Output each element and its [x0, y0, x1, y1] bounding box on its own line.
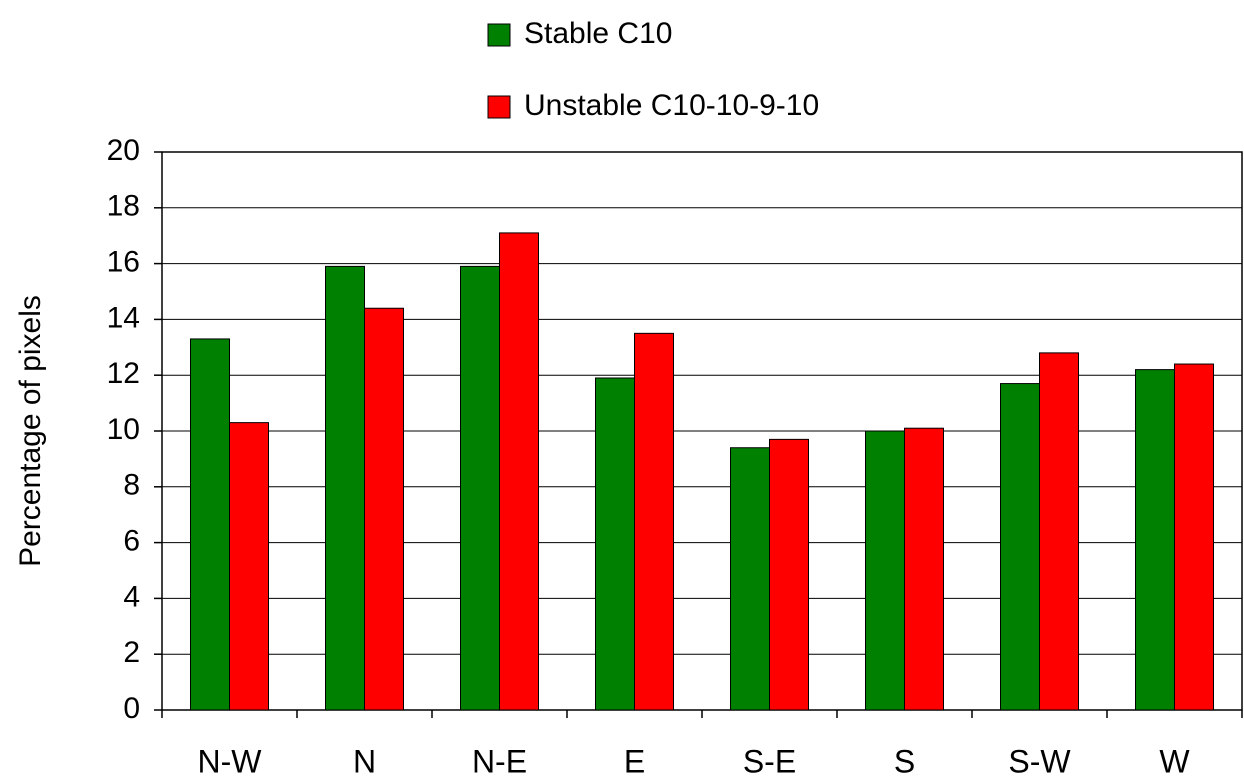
x-tick-label: S-E	[743, 743, 796, 779]
bar	[325, 265, 365, 711]
bar	[229, 422, 269, 711]
x-tick-label: N-W	[198, 743, 263, 779]
x-tick-label: S	[894, 743, 915, 779]
bar	[460, 265, 500, 711]
bar	[1000, 383, 1040, 711]
bar	[634, 332, 674, 711]
y-tick-label: 16	[107, 246, 140, 279]
y-tick-label: 2	[123, 636, 140, 669]
bar	[1135, 369, 1175, 711]
bar	[865, 430, 905, 711]
bar	[499, 232, 539, 711]
y-axis-label: Percentage of pixels	[14, 295, 47, 567]
bar	[364, 307, 404, 711]
y-tick-label: 18	[107, 190, 140, 223]
bar	[595, 377, 635, 711]
bar	[904, 427, 944, 711]
bar	[769, 438, 809, 711]
x-tick-label: W	[1159, 743, 1190, 779]
x-tick-label: N	[353, 743, 376, 779]
bar	[190, 338, 230, 711]
x-tick-label: S-W	[1008, 743, 1071, 779]
y-tick-label: 6	[123, 525, 140, 558]
y-tick-label: 8	[123, 469, 140, 502]
bar	[730, 447, 770, 711]
y-tick-label: 10	[107, 413, 140, 446]
y-tick-label: 0	[123, 692, 140, 725]
y-tick-label: 4	[123, 580, 140, 613]
y-tick-label: 20	[107, 134, 140, 167]
y-tick-label: 12	[107, 357, 140, 390]
bar	[1174, 363, 1214, 711]
x-tick-label: E	[624, 743, 645, 779]
legend-swatch	[487, 95, 511, 119]
bar	[1039, 352, 1079, 711]
legend-label: Stable C10	[524, 17, 672, 50]
x-tick-label: N-E	[472, 743, 527, 779]
legend-label: Unstable C10-10-9-10	[524, 89, 819, 122]
legend-swatch	[487, 23, 511, 47]
y-tick-label: 14	[107, 301, 140, 334]
